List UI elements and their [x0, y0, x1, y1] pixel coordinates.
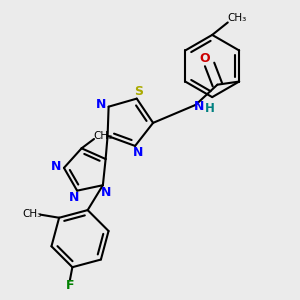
Text: N: N — [51, 160, 61, 173]
Text: S: S — [134, 85, 143, 98]
Text: CH₃: CH₃ — [22, 209, 42, 219]
Text: H: H — [205, 102, 214, 115]
Text: F: F — [66, 279, 74, 292]
Text: N: N — [101, 185, 111, 199]
Text: CH₃: CH₃ — [93, 131, 112, 142]
Text: N: N — [96, 98, 106, 111]
Text: N: N — [69, 191, 79, 204]
Text: N: N — [132, 146, 143, 159]
Text: N: N — [194, 100, 204, 113]
Text: CH₃: CH₃ — [227, 13, 247, 23]
Text: O: O — [200, 52, 210, 65]
